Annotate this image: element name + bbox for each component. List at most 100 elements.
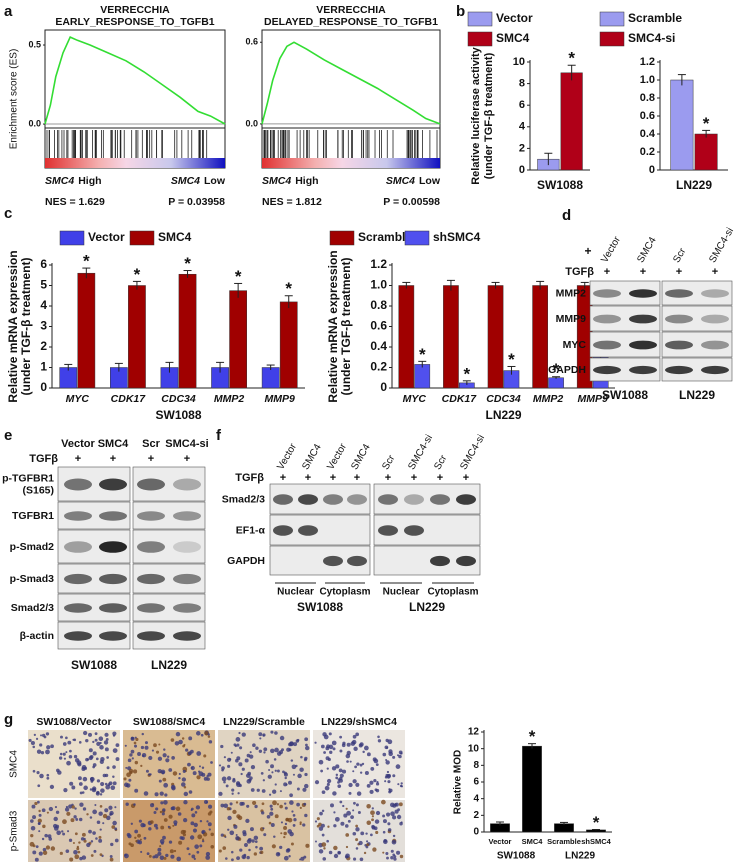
nucleus <box>38 822 41 825</box>
treatment-mark: + <box>676 266 682 278</box>
nucleus <box>285 783 288 786</box>
nucleus <box>125 802 129 806</box>
bar <box>414 364 431 389</box>
legend-label: SMC4 <box>158 230 192 244</box>
nucleus <box>248 848 251 852</box>
error-bar <box>536 280 545 290</box>
micrograph <box>218 730 310 798</box>
nucleus <box>236 743 240 747</box>
band <box>593 314 621 324</box>
nucleus <box>279 750 283 755</box>
nucleus <box>390 811 395 817</box>
nucleus <box>236 756 241 761</box>
nucleus <box>384 780 387 783</box>
nucleus <box>233 743 237 747</box>
nucleus <box>223 803 229 809</box>
x-tick-label: SMC4 <box>522 837 544 846</box>
nucleus <box>32 769 36 773</box>
x-tick-label: Scramble <box>547 837 581 846</box>
band <box>137 631 165 641</box>
nucleus <box>162 753 167 758</box>
nucleus <box>196 751 202 756</box>
nucleus <box>290 842 294 846</box>
error-bar <box>702 129 711 138</box>
nucleus <box>304 813 308 818</box>
nucleus <box>348 791 352 795</box>
nucleus <box>289 793 293 798</box>
nucleus <box>78 841 81 844</box>
nucleus <box>271 844 276 849</box>
nucleus <box>30 833 34 838</box>
band <box>347 494 367 505</box>
nucleus <box>327 825 330 828</box>
nucleus <box>387 780 391 784</box>
nucleus <box>62 819 67 825</box>
nucleus <box>377 735 380 739</box>
bar <box>229 290 247 389</box>
nucleus <box>140 764 143 768</box>
nucleus <box>99 793 103 796</box>
nucleus <box>236 856 240 861</box>
nucleus <box>231 788 235 792</box>
nucleus <box>369 789 374 794</box>
high-label: High <box>78 175 101 187</box>
nucleus <box>167 825 170 828</box>
nucleus <box>66 811 71 816</box>
nucleus <box>163 800 168 805</box>
nucleus <box>246 855 250 860</box>
nucleus <box>328 850 333 855</box>
band <box>173 631 201 641</box>
band <box>273 525 293 536</box>
nucleus <box>159 845 162 848</box>
nucleus <box>206 820 209 823</box>
nucleus <box>252 743 256 747</box>
nucleus <box>79 802 84 807</box>
nucleus <box>57 770 62 775</box>
significance-star: * <box>464 364 471 383</box>
nucleus <box>359 857 364 862</box>
nucleus <box>45 732 50 736</box>
y-tick-label: 0.5 <box>28 39 41 49</box>
nucleus <box>230 850 234 854</box>
treatment-mark: + <box>354 472 360 484</box>
annotation: + <box>584 244 591 258</box>
nucleus <box>172 824 175 827</box>
nucleus <box>279 790 282 793</box>
nucleus <box>126 783 131 788</box>
nucleus <box>74 854 80 860</box>
y-tick-label: 0.4 <box>640 128 656 140</box>
nucleus <box>126 832 131 837</box>
nucleus <box>400 782 403 785</box>
nucleus <box>74 807 77 810</box>
legend-swatch <box>599 11 625 27</box>
y-axis-label: Relative luciferase activity <box>470 46 482 184</box>
nucleus <box>291 810 294 813</box>
nucleus <box>286 747 291 752</box>
nucleus <box>347 819 351 823</box>
nucleus <box>39 773 44 779</box>
nucleus <box>262 779 266 782</box>
band <box>273 494 293 505</box>
nucleus <box>375 788 380 793</box>
y-tick-label: 1.0 <box>640 74 655 86</box>
row-title: SMC4 <box>9 750 20 778</box>
nucleus <box>356 791 362 796</box>
nucleus <box>35 845 39 849</box>
nucleus <box>232 809 237 815</box>
nucleus <box>284 776 287 780</box>
nucleus <box>305 843 310 848</box>
nucleus <box>373 778 377 783</box>
nucleus <box>72 842 75 845</box>
phenotype-high: SMC4 High <box>45 175 102 187</box>
nucleus <box>130 822 133 825</box>
y-tick-label: 1.2 <box>370 257 387 271</box>
nucleus <box>345 824 349 828</box>
error-bar <box>216 361 225 373</box>
fraction-label: Nuclear <box>277 587 314 598</box>
significance-star: * <box>419 345 426 364</box>
y-tick-label: 10 <box>513 56 525 68</box>
error-bar <box>114 362 123 372</box>
nucleus <box>279 845 283 850</box>
panel-label: g <box>4 711 13 728</box>
nucleus <box>170 738 175 742</box>
